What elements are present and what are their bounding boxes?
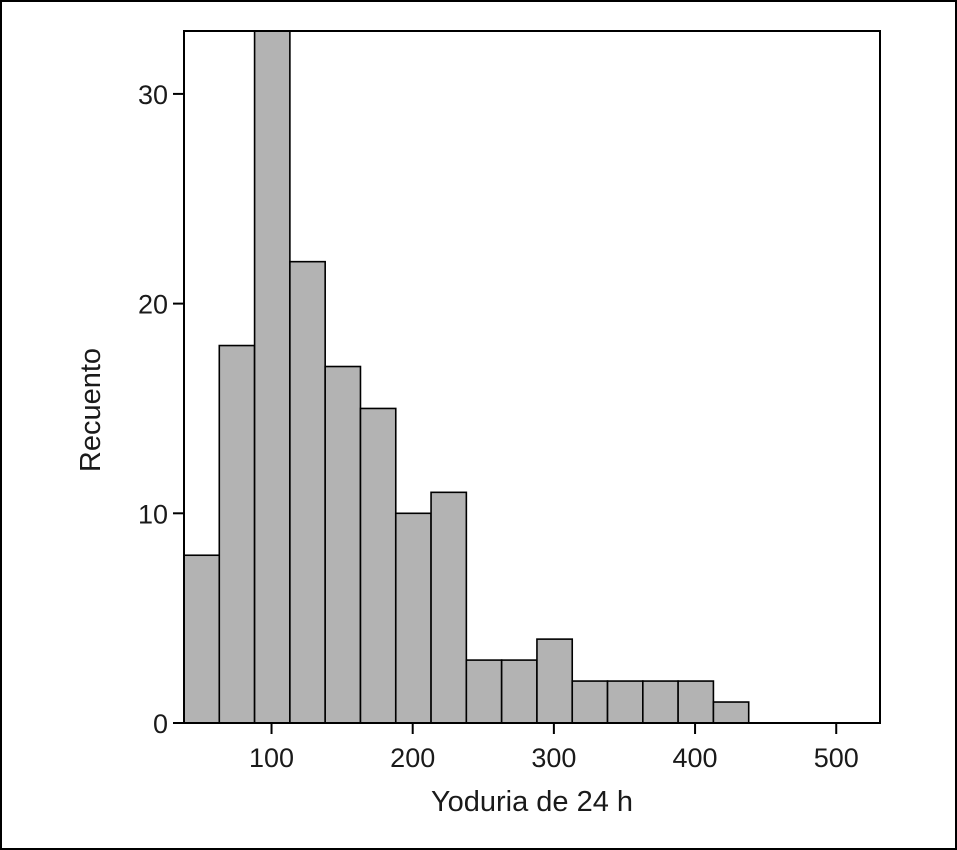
- histogram-bar: [536, 638, 574, 724]
- histogram-bar: [394, 512, 432, 724]
- histogram-bar: [253, 30, 291, 724]
- histogram-bar: [677, 680, 715, 724]
- x-tick-label: 200: [390, 743, 435, 773]
- plot-area: [183, 30, 881, 724]
- histogram-bar: [430, 491, 468, 724]
- x-axis: 100 200 300 400 500: [249, 723, 859, 773]
- x-axis-label: Yoduria de 24 h: [431, 786, 633, 818]
- x-tick-label: 400: [673, 743, 718, 773]
- histogram-bar: [606, 680, 644, 724]
- x-tick-label: 300: [531, 743, 576, 773]
- histogram-bar: [500, 659, 538, 724]
- histogram-bar: [712, 701, 750, 724]
- y-tick-label: 20: [138, 290, 168, 320]
- histogram-bar: [289, 260, 326, 724]
- histogram-bars: [183, 30, 750, 724]
- x-tick-label: 100: [249, 743, 294, 773]
- y-tick-label: 30: [138, 80, 168, 110]
- histogram-bar: [571, 680, 609, 724]
- histogram-bar: [218, 344, 256, 724]
- histogram-bar: [465, 659, 503, 724]
- histogram-bar: [642, 680, 679, 724]
- histogram-bar: [183, 554, 221, 724]
- y-tick-label: 10: [138, 499, 168, 529]
- histogram-bar: [324, 365, 362, 724]
- y-axis-label: Recuento: [75, 348, 107, 472]
- x-tick-label: 500: [814, 743, 859, 773]
- y-axis: 0 10 20 30: [138, 80, 184, 739]
- y-tick-label: 0: [153, 709, 168, 739]
- histogram-bar: [359, 407, 397, 724]
